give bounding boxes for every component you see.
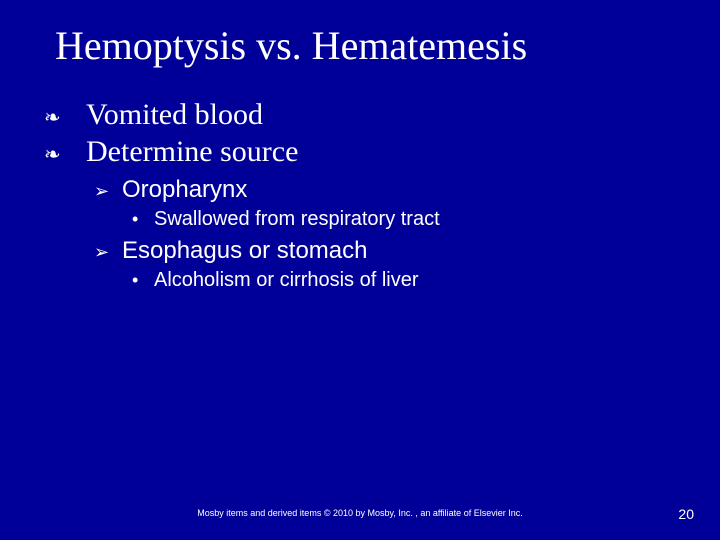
flourish-bullet-icon: ❧: [44, 144, 86, 168]
list-item-text: Swallowed from respiratory tract: [154, 207, 440, 231]
arrow-bullet-icon: ➢: [94, 181, 122, 203]
bullet-list-level2: ➢ Oropharynx: [94, 176, 720, 205]
list-item: ➢ Oropharynx: [94, 176, 720, 205]
slide: Hemoptysis vs. Hematemesis ❧ Vomited blo…: [0, 0, 720, 540]
list-item: ❧ Vomited blood: [44, 97, 720, 132]
list-item: ❧ Determine source: [44, 134, 720, 169]
bullet-list-level3: • Alcoholism or cirrhosis of liver: [132, 268, 720, 292]
bullet-list-level2: ➢ Esophagus or stomach: [94, 237, 720, 266]
list-item-text: Oropharynx: [122, 176, 247, 205]
list-item: ➢ Esophagus or stomach: [94, 237, 720, 266]
dot-bullet-icon: •: [132, 209, 154, 231]
list-item-text: Determine source: [86, 134, 298, 169]
list-item-text: Alcoholism or cirrhosis of liver: [154, 268, 419, 292]
list-item-text: Vomited blood: [86, 97, 263, 132]
dot-bullet-icon: •: [132, 270, 154, 292]
bullet-list-level1: ❧ Vomited blood ❧ Determine source: [44, 97, 720, 170]
slide-title: Hemoptysis vs. Hematemesis: [55, 22, 720, 69]
arrow-bullet-icon: ➢: [94, 242, 122, 264]
page-number: 20: [678, 506, 694, 522]
list-item: • Alcoholism or cirrhosis of liver: [132, 268, 720, 292]
list-item: • Swallowed from respiratory tract: [132, 207, 720, 231]
bullet-list-level3: • Swallowed from respiratory tract: [132, 207, 720, 231]
copyright-footer: Mosby items and derived items © 2010 by …: [0, 508, 720, 518]
flourish-bullet-icon: ❧: [44, 107, 86, 131]
list-item-text: Esophagus or stomach: [122, 237, 367, 266]
